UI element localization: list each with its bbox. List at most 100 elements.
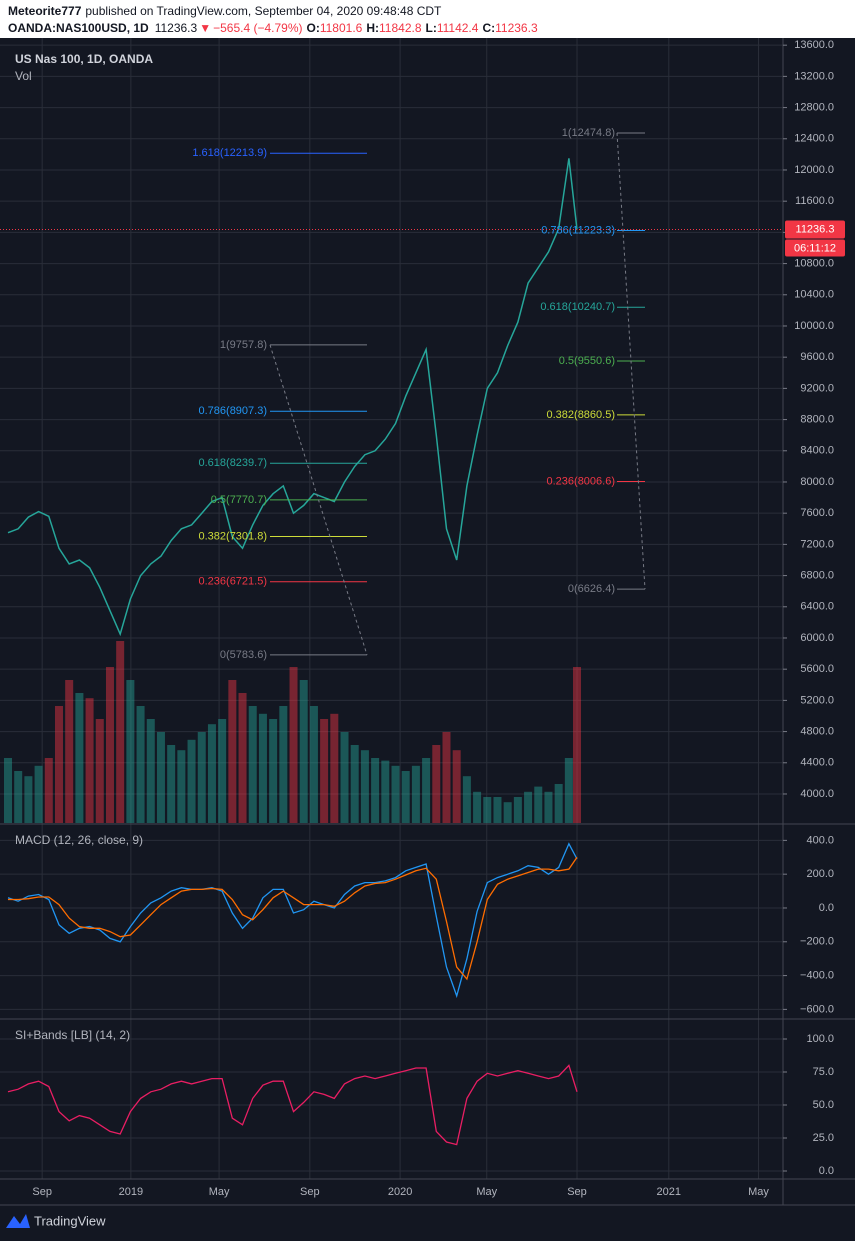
fib-label: 1(12474.8) <box>562 127 615 139</box>
high-label: H: <box>366 21 379 35</box>
close: 11236.3 <box>495 21 538 35</box>
volume-bar <box>544 791 553 823</box>
volume-bar <box>24 776 33 823</box>
low-label: L: <box>426 21 437 35</box>
volume-bar <box>207 724 216 823</box>
volume-bar <box>65 680 74 823</box>
volume-bar <box>54 706 63 823</box>
fib-label: 0.5(9550.6) <box>559 355 615 367</box>
pane-title: SI+Bands [LB] (14, 2) <box>15 1028 130 1042</box>
countdown: 06:11:12 <box>794 242 836 254</box>
logo <box>6 1214 30 1228</box>
y-tick-label: 11600.0 <box>795 195 834 207</box>
y-tick-label: 0.0 <box>819 902 834 914</box>
y-tick-label: 6000.0 <box>800 632 834 644</box>
y-tick-label: 200.0 <box>806 868 834 880</box>
volume-bar <box>34 765 43 823</box>
indicator-line <box>7 1064 578 1146</box>
volume-bar <box>340 732 349 823</box>
volume-bar <box>85 698 94 823</box>
volume-bar <box>483 797 492 823</box>
fib-trend <box>616 132 646 590</box>
volume-bar <box>116 641 125 823</box>
y-tick-label: 12800.0 <box>794 101 834 113</box>
fib-label: 0.382(8860.5) <box>547 409 616 421</box>
low: 11142.4 <box>437 21 479 35</box>
y-tick-label: 6800.0 <box>800 569 834 581</box>
countdown-box <box>785 239 845 257</box>
y-tick-label: −400.0 <box>800 969 834 981</box>
volume-bar <box>14 771 23 823</box>
volume-bar <box>269 719 278 823</box>
author: Meteorite777 <box>8 4 82 18</box>
x-tick-label: 2020 <box>388 1186 412 1198</box>
volume-bar <box>258 713 267 823</box>
volume-bar <box>442 732 451 823</box>
y-tick-label: 5600.0 <box>800 663 834 675</box>
volume-bar <box>177 750 186 823</box>
volume-bar <box>309 706 318 823</box>
volume-bar <box>534 786 543 823</box>
pane-title: US Nas 100, 1D, OANDA <box>15 52 153 66</box>
volume-bar <box>422 758 431 823</box>
volume-bar <box>462 776 471 823</box>
last-price-box <box>785 220 845 239</box>
volume-bar <box>564 758 573 823</box>
y-tick-label: −200.0 <box>800 936 834 948</box>
open-label: O: <box>307 21 320 35</box>
pane-title: Vol <box>15 69 32 83</box>
marks <box>4 132 646 1146</box>
y-tick-label: 4800.0 <box>800 725 834 737</box>
fib-label: 0.236(8006.6) <box>547 475 616 487</box>
volume-bar <box>554 784 563 823</box>
volume-bar <box>167 745 176 823</box>
y-tick-label: 12400.0 <box>794 133 834 145</box>
y-tick-label: 10000.0 <box>794 320 834 332</box>
y-tick-label: 7600.0 <box>800 507 834 519</box>
y-tick-label: 10800.0 <box>794 257 834 269</box>
volume-bar <box>4 758 12 823</box>
volume-bar <box>299 680 308 823</box>
price-line <box>7 158 578 637</box>
volume-bar <box>350 745 359 823</box>
header-line1: Meteorite777 published on TradingView.com… <box>8 4 442 18</box>
y-tick-label: 10400.0 <box>794 289 834 301</box>
volume-bar <box>248 706 257 823</box>
volume-bar <box>381 760 390 823</box>
fib-label: 1(9757.8) <box>220 339 267 351</box>
grid <box>0 38 783 1179</box>
volume-bar <box>524 791 533 823</box>
volume-bar <box>279 706 288 823</box>
y-tick-label: 7200.0 <box>800 538 834 550</box>
fib-label: 0.618(8239.7) <box>199 457 268 469</box>
y-tick-label: 8400.0 <box>800 445 834 457</box>
volume-bar <box>503 802 512 823</box>
x-tick-label: 2021 <box>657 1186 681 1198</box>
symbol: OANDA:NAS100USD, 1D <box>8 21 149 35</box>
volume-bar <box>432 745 441 823</box>
volume-bar <box>411 765 420 823</box>
volume-bar <box>136 706 145 823</box>
published: published on TradingView.com, September … <box>85 4 442 18</box>
y-tick-label: 4000.0 <box>800 788 834 800</box>
volume-bar <box>238 693 247 823</box>
volume-bar <box>401 771 410 823</box>
change: −565.4 (−4.79%) <box>213 21 302 35</box>
y-tick-label: 4400.0 <box>800 757 834 769</box>
y-tick-label: 75.0 <box>813 1066 834 1078</box>
volume-bar <box>187 739 196 823</box>
x-tick-label: May <box>209 1186 230 1198</box>
y-tick-label: 25.0 <box>813 1132 834 1144</box>
x-tick-label: 2019 <box>119 1186 143 1198</box>
close-label: C: <box>482 21 495 35</box>
indicator-line <box>7 842 578 999</box>
y-tick-label: 6400.0 <box>800 601 834 613</box>
x-tick-label: Sep <box>300 1186 320 1198</box>
logo-icon <box>6 1214 30 1228</box>
volume-bar <box>391 765 400 823</box>
volume-bar <box>473 791 482 823</box>
fib-label: 0.786(8907.3) <box>199 405 268 417</box>
y-tick-label: 400.0 <box>806 834 834 846</box>
y-tick-label: 8800.0 <box>800 413 834 425</box>
